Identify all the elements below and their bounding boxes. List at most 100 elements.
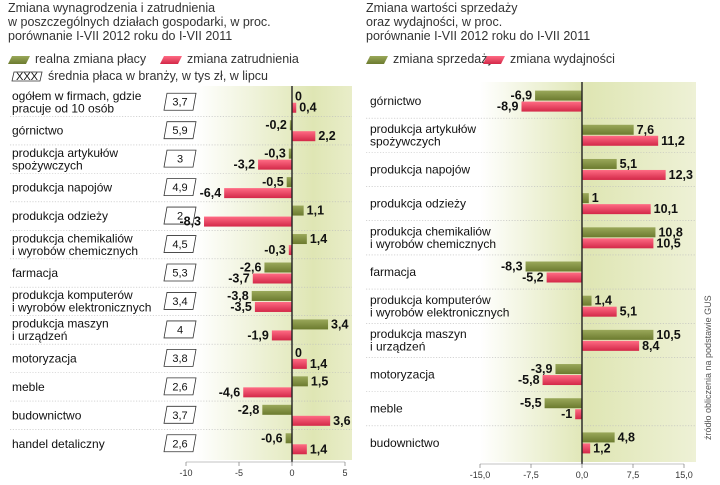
right-x-tick-label: 7,5 (627, 470, 640, 480)
left-category-label: motoryzacja (12, 351, 77, 365)
left-category-label: handel detaliczny (12, 437, 105, 451)
left-title-line: w poszczególnych działach gospodarki, w … (7, 15, 271, 29)
left-category-label: budownictwo (12, 408, 82, 422)
salary-box (163, 377, 197, 396)
right-category-label: produkcja komputerów (370, 293, 491, 307)
right-legend-swatch-1 (366, 56, 388, 64)
right-bar-series-1 (544, 398, 582, 409)
left-legend-label-1: realna zmiana płacy (35, 52, 147, 66)
right-data-label-series-2: 11,2 (661, 134, 685, 148)
right-category-label: produkcja napojów (370, 162, 470, 176)
left-data-label-series-2: -3,2 (234, 158, 256, 172)
salary-value: 4 (177, 324, 183, 336)
salary-value: 5,3 (172, 268, 187, 280)
left-data-label-series-1: -2,6 (240, 261, 262, 275)
right-bar-series-2 (582, 204, 651, 215)
right-data-label-series-2: 10,1 (654, 202, 678, 216)
left-bar-series-1 (292, 376, 308, 387)
right-data-label-series-2: -5,2 (522, 271, 544, 285)
salary-value: 3,8 (172, 353, 187, 365)
right-category-label: i urządzeń (370, 340, 425, 354)
right-x-tick-label: 15,0 (675, 470, 693, 480)
right-data-label-series-2: 1,2 (593, 441, 610, 455)
right-legend-swatch-2 (483, 56, 505, 64)
right-data-label-series-1: 10,5 (656, 328, 680, 342)
left-category-label: meble (12, 380, 45, 394)
right-bar-series-2 (582, 443, 591, 454)
left-data-label-series-2: 0,4 (299, 101, 316, 115)
left-category-label: pracuje od 10 osób (12, 101, 114, 115)
salary-box (163, 292, 197, 310)
right-data-label-series-1: -6,9 (511, 89, 533, 103)
salary-value: 3,7 (172, 97, 187, 109)
left-plot-band (196, 86, 352, 460)
salary-value: 3 (177, 154, 183, 166)
right-data-label-series-1: 1,4 (595, 294, 612, 308)
left-bar-series-1 (289, 120, 292, 131)
right-bar-series-2 (521, 101, 582, 112)
left-x-tick-label: 5 (342, 468, 347, 478)
left-data-label-series-2: 1,4 (310, 357, 327, 371)
salary-value: 3,7 (172, 410, 187, 422)
left-data-label-series-1: 0 (295, 90, 302, 104)
left-category-label: spożywczych (12, 158, 83, 172)
left-category-label: ogółem w firmach, gdzie (12, 89, 142, 103)
salary-box (163, 92, 197, 111)
left-data-label-series-1: -0,5 (262, 175, 284, 189)
left-bar-series-2 (258, 159, 292, 170)
right-bar-series-2 (582, 169, 666, 180)
salary-value: 5,9 (172, 125, 187, 137)
left-x-tick-label: -5 (235, 468, 243, 478)
salary-box (163, 235, 197, 253)
right-bar-series-2 (582, 306, 617, 317)
left-data-label-series-2: 3,6 (333, 414, 350, 428)
left-category-label: i wyrobów elektronicznych (12, 301, 151, 315)
left-data-label-series-2: 2,2 (318, 129, 335, 143)
left-category-label: i urządzeń (12, 329, 67, 343)
left-title-line: Zmiana wynagrodzenia i zatrudnienia (8, 1, 215, 15)
left-data-label-series-1: -3,8 (227, 289, 249, 303)
salary-box (163, 434, 197, 453)
right-bar-series-2 (546, 272, 582, 283)
right-category-label: produkcja artykułów (370, 122, 476, 136)
left-data-label-series-1: -2,8 (238, 403, 260, 417)
left-legend-swatch-1 (8, 56, 30, 64)
left-category-label: produkcja komputerów (12, 288, 133, 302)
left-data-label-series-2: -4,6 (219, 385, 241, 399)
left-bar-series-1 (288, 148, 292, 159)
right-bar-series-1 (582, 295, 592, 306)
right-category-label: produkcja odzieży (370, 197, 466, 211)
right-data-label-series-2: -1 (561, 407, 572, 421)
left-x-tick-label: -10 (179, 468, 192, 478)
left-data-label-series-1: -0,2 (265, 118, 287, 132)
right-bar-series-1 (582, 432, 615, 443)
left-category-label: produkcja maszyn (12, 317, 109, 331)
left-bar-series-2 (271, 330, 292, 341)
salary-box (163, 263, 197, 282)
left-bar-series-2 (254, 301, 292, 312)
left-data-label-series-2: 1,4 (310, 442, 327, 456)
left-bar-series-1 (262, 404, 292, 415)
left-category-label: produkcja artykułów (12, 146, 118, 160)
left-data-label-series-2: -0,3 (264, 243, 286, 257)
right-x-tick-label: -15,0 (470, 470, 491, 480)
salary-legend-label: średnia płaca w branży, w tys zł, w lipc… (48, 69, 268, 83)
left-bar-series-1 (251, 290, 292, 301)
right-data-label-series-2: 8,4 (642, 339, 659, 353)
right-bar-series-2 (542, 375, 582, 386)
right-category-label: produkcja maszyn (370, 327, 467, 341)
right-bar-series-2 (575, 409, 582, 420)
right-bar-series-1 (582, 193, 589, 204)
right-x-tick-label: 0,0 (576, 470, 589, 480)
right-bar-series-2 (582, 135, 659, 146)
salary-value: 4,9 (172, 182, 187, 194)
right-category-label: produkcja chemikaliów (370, 225, 491, 239)
right-x-tick-label: -7,5 (523, 470, 539, 480)
right-data-label-series-2: 12,3 (669, 168, 693, 182)
right-data-label-series-1: 5,1 (620, 157, 637, 171)
salary-box (163, 405, 197, 424)
right-data-label-series-1: 10,8 (658, 225, 682, 239)
right-bar-series-1 (525, 261, 582, 272)
left-data-label-series-1: 1,4 (310, 232, 327, 246)
left-data-label-series-1: 0 (295, 346, 302, 360)
